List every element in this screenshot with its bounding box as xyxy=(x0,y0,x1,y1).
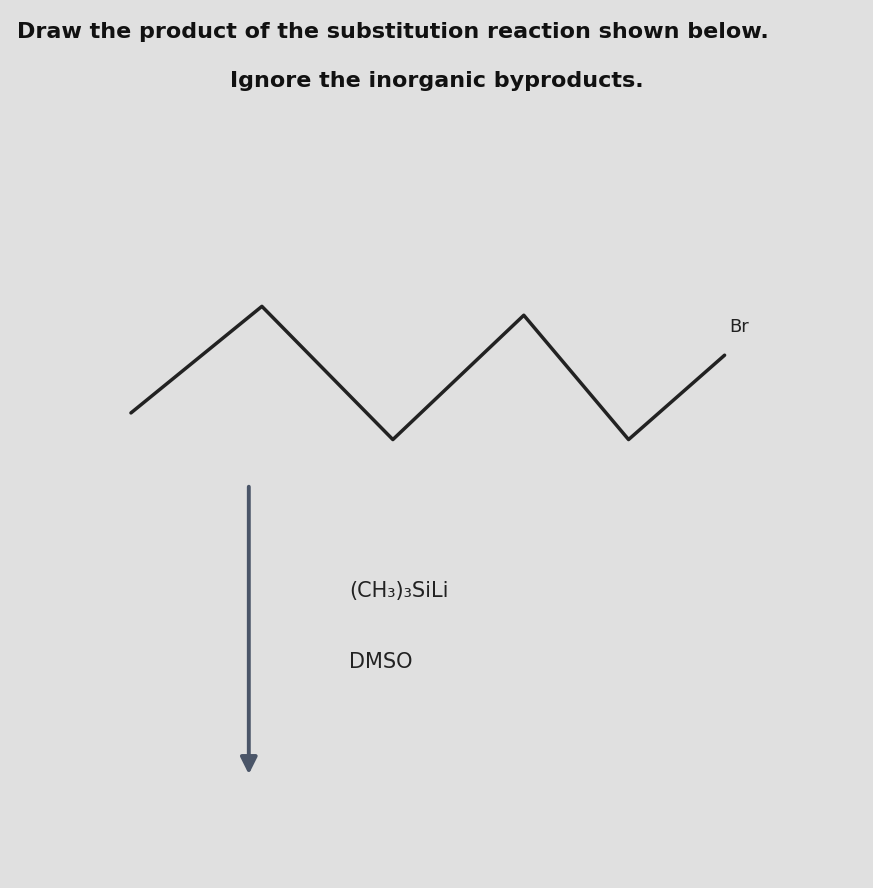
Text: (CH₃)₃SiLi: (CH₃)₃SiLi xyxy=(349,581,449,600)
Text: DMSO: DMSO xyxy=(349,652,413,671)
Text: Draw the product of the substitution reaction shown below.: Draw the product of the substitution rea… xyxy=(17,22,769,43)
Text: Ignore the inorganic byproducts.: Ignore the inorganic byproducts. xyxy=(230,71,643,91)
Text: Br: Br xyxy=(729,318,749,336)
